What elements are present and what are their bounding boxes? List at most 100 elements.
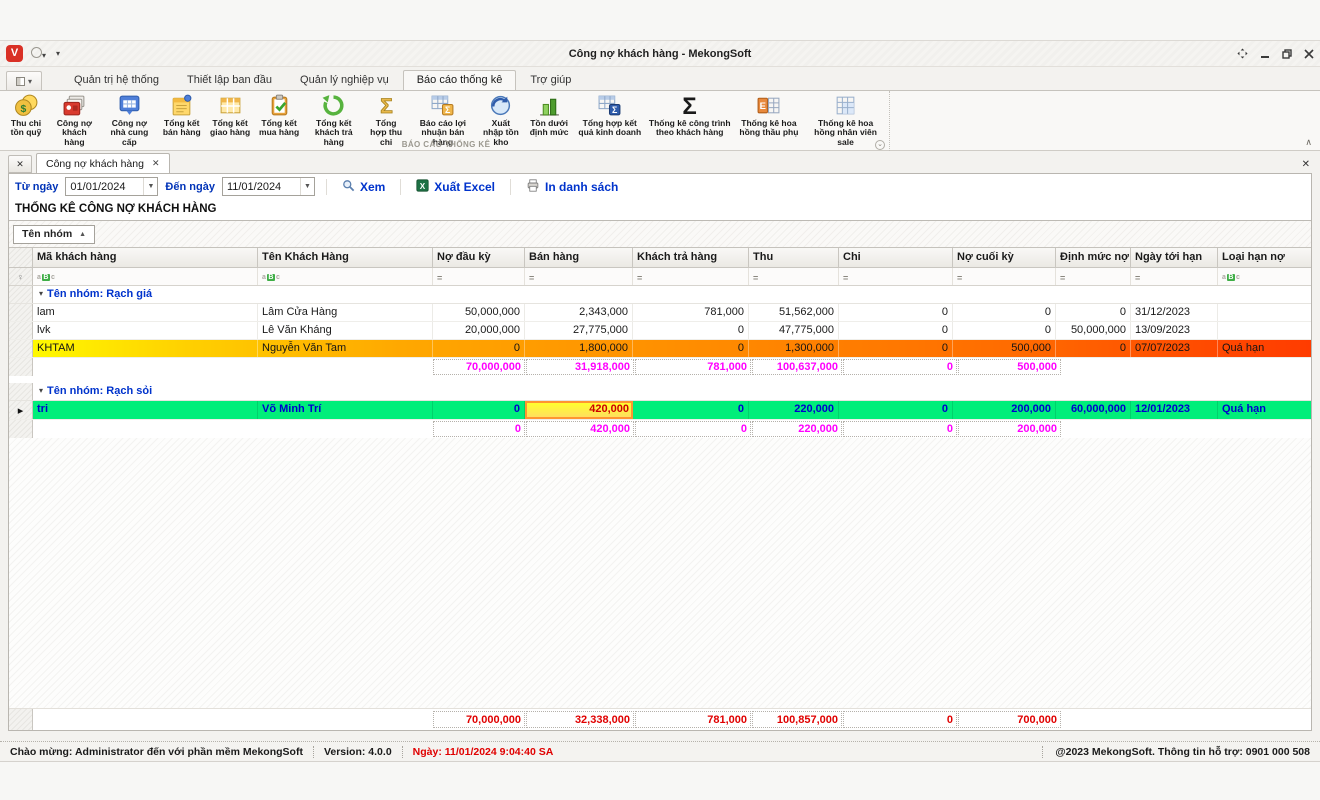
group-collapse-icon[interactable]: ▾ (33, 286, 45, 303)
group-by-panel[interactable]: Tên nhóm ▲ (9, 221, 1311, 248)
cell[interactable]: 27,775,000 (525, 322, 633, 339)
cell[interactable]: Lâm Cửa Hàng (258, 304, 433, 321)
cell[interactable]: 1,300,000 (749, 340, 839, 357)
cell[interactable]: Nguyễn Văn Tam (258, 340, 433, 357)
cell[interactable]: 12/01/2023 (1131, 401, 1218, 419)
filter-cell-3[interactable]: = (433, 268, 525, 285)
to-date-input[interactable]: 11/01/2024 ▼ (222, 177, 315, 196)
cell[interactable]: 0 (633, 401, 749, 419)
ribbon-item-tong-ket-giao-hang[interactable]: Tổng kết giao hàng (206, 93, 255, 138)
tab-close-icon[interactable]: ✕ (152, 158, 160, 169)
cell[interactable]: Lê Văn Kháng (258, 322, 433, 339)
cell[interactable]: Quá hạn (1218, 401, 1311, 419)
cell[interactable]: 500,000 (953, 340, 1056, 357)
filter-cell-2[interactable]: aBc (258, 268, 433, 285)
from-date-input[interactable]: 01/01/2024 ▼ (65, 177, 158, 196)
quick-access-button[interactable]: ▾ (31, 47, 46, 60)
cell[interactable]: 50,000,000 (433, 304, 525, 321)
cell[interactable]: 200,000 (953, 401, 1056, 419)
ribbon-item-tong-hop-ket-qua-kinh-doanh[interactable]: ΣTổng hợp kết quả kinh doanh (574, 93, 646, 138)
cell[interactable]: KHTAM (33, 340, 258, 357)
cell[interactable]: 20,000,000 (433, 322, 525, 339)
column-header-6[interactable]: Thu (749, 248, 839, 267)
cell[interactable]: 0 (433, 340, 525, 357)
ribbon-item-thong-ke-cong-trinh-theo-khach-hang[interactable]: ΣThống kê công trình theo khách hàng (646, 93, 734, 138)
table-row[interactable]: lamLâm Cửa Hàng50,000,0002,343,000781,00… (9, 304, 1311, 322)
filter-cell-6[interactable]: = (749, 268, 839, 285)
cell[interactable] (1218, 304, 1311, 321)
app-menu-button[interactable]: ▾ (6, 71, 42, 90)
fullscreen-button[interactable] (1237, 48, 1248, 59)
column-header-7[interactable]: Chi (839, 248, 953, 267)
cell[interactable]: 420,000 (525, 401, 633, 419)
group-row[interactable]: ▾Tên nhóm: Rạch giá (9, 286, 1311, 304)
table-row[interactable]: lvkLê Văn Kháng20,000,00027,775,000047,7… (9, 322, 1311, 340)
cell[interactable]: Quá hạn (1218, 340, 1311, 357)
filter-cell-4[interactable]: = (525, 268, 633, 285)
cell[interactable]: 220,000 (749, 401, 839, 419)
cell[interactable]: 0 (953, 322, 1056, 339)
chevron-down-icon[interactable]: ▼ (300, 178, 314, 195)
column-header-1[interactable]: Mã khách hàng (33, 248, 258, 267)
filter-cell-10[interactable]: = (1131, 268, 1218, 285)
column-header-10[interactable]: Ngày tới hạn (1131, 248, 1218, 267)
cell[interactable]: 0 (1056, 304, 1131, 321)
print-button[interactable]: In danh sách (522, 179, 622, 195)
cell[interactable]: 1,800,000 (525, 340, 633, 357)
group-row[interactable]: ▾Tên nhóm: Rạch sỏi (9, 383, 1311, 401)
ribbon-tab-quan-ly-nghiep-vu[interactable]: Quản lý nghiệp vụ (286, 70, 403, 90)
ribbon-item-thu-chi-ton-quy[interactable]: $Thu chi tồn quỹ (4, 93, 48, 138)
export-excel-button[interactable]: X Xuất Excel (412, 179, 499, 195)
cell[interactable]: 07/07/2023 (1131, 340, 1218, 357)
filter-cell-7[interactable]: = (839, 268, 953, 285)
cell[interactable]: lam (33, 304, 258, 321)
column-header-5[interactable]: Khách trả hàng (633, 248, 749, 267)
cell[interactable]: 51,562,000 (749, 304, 839, 321)
cell[interactable]: tri (33, 401, 258, 419)
ribbon-item-tong-ket-mua-hang[interactable]: Tổng kết mua hàng (255, 93, 304, 138)
cell[interactable]: 781,000 (633, 304, 749, 321)
view-button[interactable]: Xem (338, 179, 389, 195)
tabbar-close-button[interactable]: ✕ (1302, 159, 1310, 170)
chevron-down-icon[interactable]: ▼ (143, 178, 157, 195)
minimize-button[interactable] (1260, 49, 1270, 59)
cell[interactable]: Võ Minh Trí (258, 401, 433, 419)
filter-cell-8[interactable]: = (953, 268, 1056, 285)
cell[interactable] (1218, 322, 1311, 339)
cell[interactable]: 2,343,000 (525, 304, 633, 321)
close-document-button[interactable]: ✕ (8, 155, 32, 173)
column-header-3[interactable]: Nợ đầu kỳ (433, 248, 525, 267)
group-collapse-icon[interactable]: ▾ (33, 383, 45, 400)
ribbon-item-tong-ket-ban-hang[interactable]: Tổng kết bán hàng (158, 93, 206, 138)
cell[interactable]: 50,000,000 (1056, 322, 1131, 339)
table-row[interactable]: ▸triVõ Minh Trí0420,0000220,0000200,0006… (9, 401, 1311, 420)
toolbar-options-button[interactable]: ▾ (56, 49, 60, 58)
filter-cell-5[interactable]: = (633, 268, 749, 285)
ribbon-tab-tro-giup[interactable]: Trợ giúp (516, 70, 585, 90)
ribbon-tab-thiet-lap-ban-dau[interactable]: Thiết lập ban đầu (173, 70, 286, 90)
cell[interactable]: 31/12/2023 (1131, 304, 1218, 321)
cell[interactable]: 0 (839, 340, 953, 357)
cell[interactable]: 60,000,000 (1056, 401, 1131, 419)
cell[interactable]: 0 (1056, 340, 1131, 357)
ribbon-item-thong-ke-hoa-hong-thau-phu[interactable]: EThống kê hoa hồng thầu phụ (734, 93, 804, 138)
cell[interactable]: 13/09/2023 (1131, 322, 1218, 339)
filter-cell-1[interactable]: aBc (33, 268, 258, 285)
cell[interactable]: 0 (953, 304, 1056, 321)
cell[interactable]: 0 (633, 340, 749, 357)
column-header-11[interactable]: Loại hạn nợ (1218, 248, 1311, 267)
tab-cong-no-khach-hang[interactable]: Công nợ khách hàng ✕ (36, 153, 170, 173)
cell[interactable]: 0 (839, 401, 953, 419)
column-header-4[interactable]: Bán hàng (525, 248, 633, 267)
column-header-2[interactable]: Tên Khách Hàng (258, 248, 433, 267)
cell[interactable]: 0 (433, 401, 525, 419)
filter-cell-9[interactable]: = (1056, 268, 1131, 285)
table-row[interactable]: KHTAMNguyễn Văn Tam01,800,00001,300,0000… (9, 340, 1311, 358)
ribbon-item-ton-duoi-dinh-muc[interactable]: Tồn dưới định mức (524, 93, 574, 138)
ribbon-tab-bao-cao-thong-ke[interactable]: Báo cáo thống kê (403, 70, 517, 90)
cell[interactable]: lvk (33, 322, 258, 339)
ribbon-collapse-button[interactable]: ∧ (1305, 137, 1312, 148)
column-header-8[interactable]: Nợ cuối kỳ (953, 248, 1056, 267)
cell[interactable]: 0 (633, 322, 749, 339)
cell[interactable]: 47,775,000 (749, 322, 839, 339)
